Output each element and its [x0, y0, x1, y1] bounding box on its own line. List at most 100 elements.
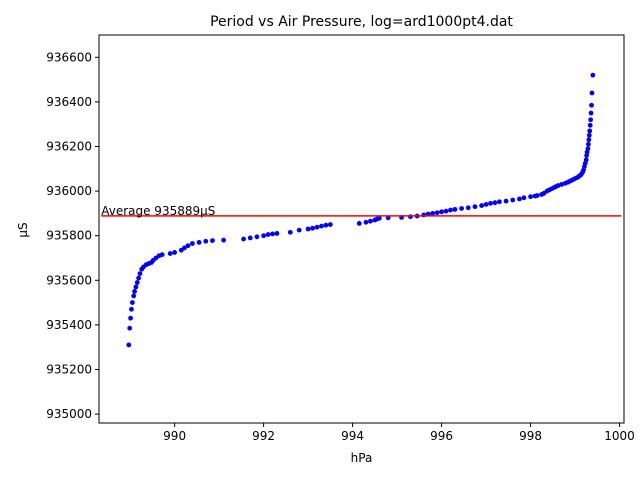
data-point: [132, 289, 137, 294]
data-point: [589, 90, 595, 96]
data-point: [472, 204, 478, 210]
data-point: [590, 72, 596, 78]
average-label: Average 935889µS: [101, 204, 215, 218]
data-point: [528, 194, 533, 200]
x-tick-label: 994: [341, 429, 364, 443]
y-tick-label: 936000: [46, 184, 92, 198]
data-point: [448, 207, 453, 213]
y-tick-label: 936600: [46, 50, 92, 64]
data-point: [586, 137, 592, 143]
data-point: [483, 202, 489, 207]
x-axis-label: hPa: [351, 451, 373, 465]
data-point: [497, 199, 502, 205]
data-point: [296, 227, 302, 233]
data-point: [589, 102, 594, 108]
data-point: [421, 212, 427, 218]
data-point: [241, 236, 246, 242]
data-point: [129, 300, 135, 305]
data-point: [159, 252, 165, 258]
data-point: [367, 218, 373, 224]
data-point: [126, 342, 132, 348]
data-point: [203, 238, 209, 244]
x-tick-label: 998: [519, 429, 542, 443]
data-point: [452, 206, 458, 212]
data-point: [221, 237, 226, 243]
data-point: [479, 203, 485, 208]
data-point: [510, 197, 516, 203]
data-point: [385, 215, 391, 221]
x-tick-label: 996: [430, 429, 453, 443]
x-tick-label: 992: [252, 429, 275, 443]
data-point: [587, 128, 593, 134]
y-axis-label: µS: [16, 222, 30, 237]
data-point: [439, 209, 444, 215]
average-group: Average 935889µS: [101, 204, 622, 218]
data-point: [488, 200, 493, 206]
data-point: [465, 205, 471, 211]
y-tick-label: 935600: [46, 273, 92, 287]
data-point: [588, 110, 594, 116]
data-point: [517, 196, 522, 202]
data-point: [210, 238, 215, 243]
x-tick-label: 1000: [604, 429, 635, 443]
x-tick-label: 990: [163, 429, 186, 443]
data-point: [534, 193, 540, 198]
data-point: [274, 231, 280, 236]
data-point: [319, 223, 324, 229]
y-tick-label: 936200: [46, 139, 92, 153]
data-point: [583, 157, 589, 163]
data-point: [459, 206, 465, 211]
data-point: [254, 234, 260, 240]
data-point: [128, 315, 133, 321]
data-point: [190, 241, 195, 246]
data-point: [287, 229, 293, 235]
data-point: [182, 245, 187, 251]
data-point: [356, 221, 362, 226]
data-point: [305, 226, 311, 232]
data-point: [131, 293, 137, 299]
data-point: [310, 225, 315, 231]
data-point: [503, 198, 509, 204]
data-point: [408, 214, 413, 220]
data-point: [586, 141, 591, 147]
data-point: [270, 231, 275, 237]
data-point: [376, 215, 382, 221]
y-axis: 935000 935200 935400 935600 935800 936000 9362…: [46, 50, 99, 421]
data-point: [314, 224, 320, 230]
data-point: [588, 117, 594, 123]
chart-title: Period vs Air Pressure, log=ard1000pt4.d…: [210, 14, 513, 30]
data-point: [434, 210, 440, 216]
y-tick-label: 935200: [46, 362, 92, 376]
data-point: [521, 195, 527, 201]
data-point: [133, 284, 139, 290]
y-tick-label: 935800: [46, 229, 92, 243]
data-point: [443, 208, 449, 214]
data-point: [137, 271, 143, 276]
data-point: [167, 251, 173, 256]
data-point: [261, 233, 267, 239]
data-point: [586, 132, 592, 138]
data-point: [265, 232, 271, 237]
data-points: [126, 72, 596, 348]
data-point: [363, 219, 369, 225]
plot-frame: [98, 34, 625, 424]
x-axis: 990 992 994 996 998 1000: [163, 423, 635, 443]
y-tick-label: 936400: [46, 95, 92, 109]
data-point: [196, 239, 202, 245]
data-point: [127, 325, 133, 331]
data-point: [247, 235, 253, 241]
data-point: [585, 146, 591, 152]
data-point: [587, 122, 593, 128]
data-point: [492, 200, 498, 206]
data-point: [430, 210, 436, 216]
y-tick-label: 935400: [46, 318, 92, 332]
data-point: [172, 250, 178, 255]
data-point: [136, 275, 141, 281]
data-point: [323, 222, 329, 228]
y-tick-label: 935000: [46, 407, 92, 421]
data-point: [327, 222, 333, 227]
data-point: [129, 306, 134, 312]
data-point: [185, 243, 191, 249]
